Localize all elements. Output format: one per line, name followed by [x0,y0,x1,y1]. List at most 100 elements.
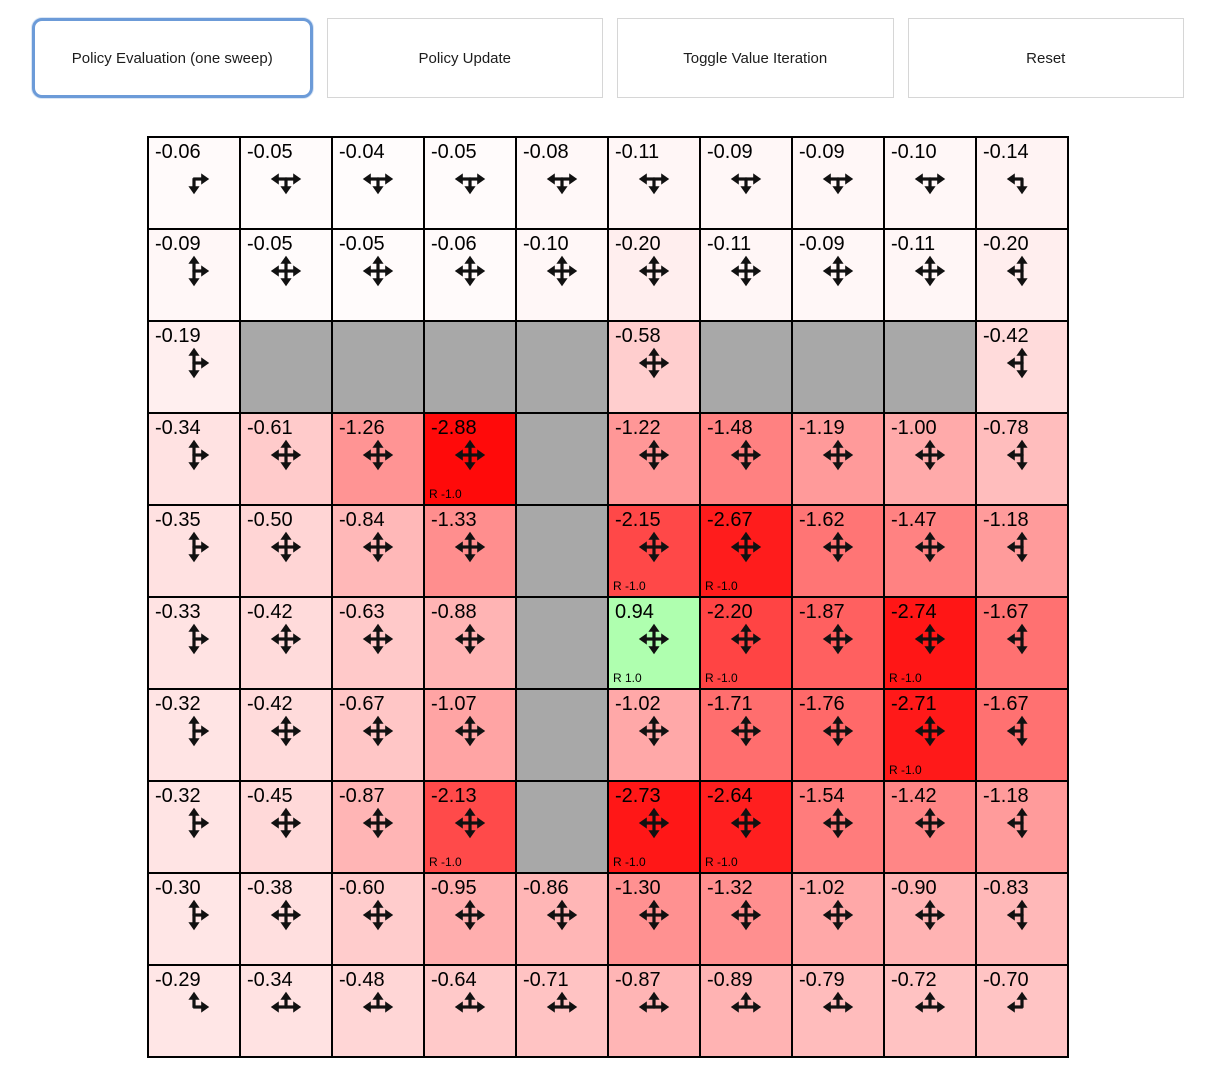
grid-cell: -0.04 [332,137,424,229]
wall-cell [516,781,608,873]
cell-value: -0.67 [339,693,385,715]
policy-arrows-icon [638,163,670,195]
cell-value: -0.08 [523,141,569,163]
policy-arrows-icon [270,531,302,563]
cell-value: -1.67 [983,693,1029,715]
grid-cell: -0.34 [148,413,240,505]
grid-cell: -1.02 [792,873,884,965]
grid-cell: -1.07 [424,689,516,781]
policy-arrows-icon [270,991,302,1023]
grid-cell: -0.89 [700,965,792,1057]
reset-button[interactable]: Reset [907,18,1184,98]
policy-arrows-icon [914,623,946,655]
policy-arrows-icon [178,347,210,379]
cell-value: -0.20 [615,233,661,255]
cell-reward: R -1.0 [613,855,646,869]
policy-arrows-icon [730,991,762,1023]
wall-cell [792,321,884,413]
policy-arrows-icon [638,255,670,287]
policy-arrows-icon [730,531,762,563]
policy-arrows-icon [638,899,670,931]
cell-value: -0.50 [247,509,293,531]
cell-value: -1.18 [983,785,1029,807]
cell-value: -0.87 [339,785,385,807]
policy-arrows-icon [178,715,210,747]
policy-arrows-icon [270,807,302,839]
policy-arrows-icon [1006,623,1038,655]
grid-cell: -0.67 [332,689,424,781]
cell-reward: R 1.0 [613,671,642,685]
grid-cell: -0.70 [976,965,1068,1057]
gridworld: -0.06 -0.05 -0.04 -0.05 -0.08 -0.11 -0.09 -0.09… [147,136,1069,1058]
cell-value: -0.09 [799,233,845,255]
grid-cell: -0.08 [516,137,608,229]
grid-cell: -0.34 [240,965,332,1057]
wall-cell [240,321,332,413]
cell-value: -0.61 [247,417,293,439]
policy-arrows-icon [1006,347,1038,379]
policy-arrows-icon [454,531,486,563]
grid-cell: -0.05 [332,229,424,321]
cell-reward: R -1.0 [705,671,738,685]
cell-value: -0.79 [799,969,845,991]
grid-cell: -1.02 [608,689,700,781]
policy-arrows-icon [1006,715,1038,747]
cell-value: -0.42 [983,325,1029,347]
policy-arrows-icon [454,899,486,931]
policy-arrows-icon [270,163,302,195]
policy-update-button[interactable]: Policy Update [326,18,603,98]
policy-arrows-icon [178,439,210,471]
cell-value: -0.86 [523,877,569,899]
policy-arrows-icon [1006,255,1038,287]
grid-cell: -0.61 [240,413,332,505]
grid-cell: -1.47 [884,505,976,597]
grid-cell: -0.83 [976,873,1068,965]
policy-arrows-icon [454,807,486,839]
policy-arrows-icon [270,715,302,747]
policy-arrows-icon [362,991,394,1023]
policy-arrows-icon [730,439,762,471]
policy-evaluation-button[interactable]: Policy Evaluation (one sweep) [32,18,313,98]
policy-arrows-icon [914,899,946,931]
cell-value: -0.34 [247,969,293,991]
policy-arrows-icon [546,991,578,1023]
cell-value: -1.19 [799,417,845,439]
cell-value: -1.32 [707,877,753,899]
policy-arrows-icon [1006,439,1038,471]
grid-cell: -2.74 R -1.0 [884,597,976,689]
wall-cell [516,413,608,505]
policy-arrows-icon [914,807,946,839]
cell-value: -0.90 [891,877,937,899]
cell-value: -0.33 [155,601,201,623]
grid-cell: -0.86 [516,873,608,965]
cell-value: -0.19 [155,325,201,347]
policy-arrows-icon [454,439,486,471]
policy-arrows-icon [454,623,486,655]
cell-value: -0.30 [155,877,201,899]
policy-arrows-icon [914,255,946,287]
cell-reward: R -1.0 [429,855,462,869]
cell-value: -1.87 [799,601,845,623]
grid-cell: -0.38 [240,873,332,965]
policy-arrows-icon [178,991,210,1023]
grid-cell: -2.67 R -1.0 [700,505,792,597]
policy-arrows-icon [1006,531,1038,563]
policy-arrows-icon [546,899,578,931]
cell-value: -0.72 [891,969,937,991]
policy-arrows-icon [362,899,394,931]
policy-arrows-icon [1006,899,1038,931]
grid-cell: -0.84 [332,505,424,597]
cell-value: -2.71 [891,693,937,715]
policy-arrows-icon [454,715,486,747]
grid-cell: -0.88 [424,597,516,689]
cell-value: -1.00 [891,417,937,439]
policy-arrows-icon [822,439,854,471]
grid-cell: -0.32 [148,781,240,873]
toggle-value-iteration-button[interactable]: Toggle Value Iteration [617,18,894,98]
cell-value: -0.05 [431,141,477,163]
grid-cell: -2.20 R -1.0 [700,597,792,689]
policy-arrows-icon [270,255,302,287]
policy-arrows-icon [178,163,210,195]
policy-arrows-icon [914,531,946,563]
cell-reward: R -1.0 [429,487,462,501]
